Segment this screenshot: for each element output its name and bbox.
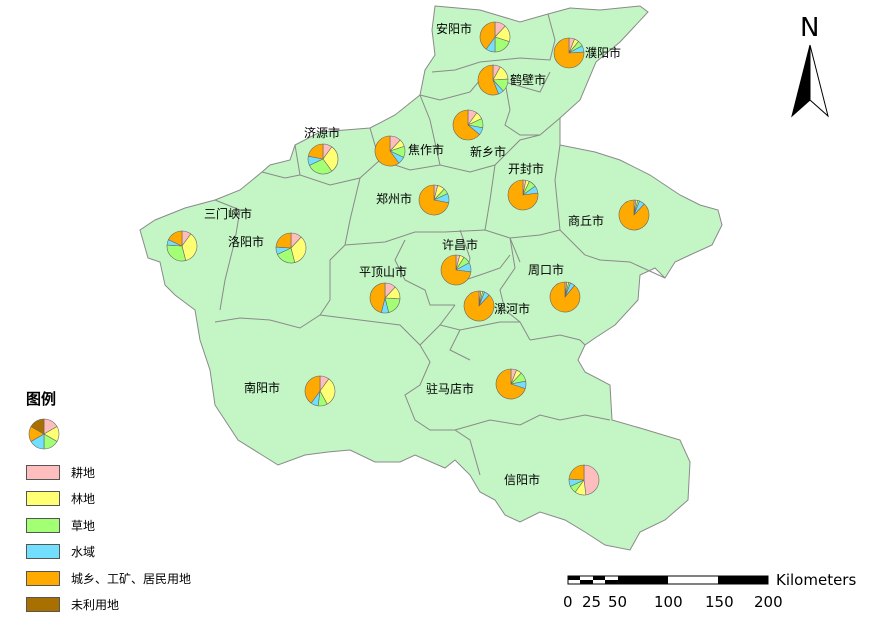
- city-pie-12: [549, 281, 581, 313]
- city-pie-16-slice-4: [495, 368, 526, 400]
- city-label-7: 郑州市: [376, 191, 412, 206]
- city-label-0: 安阳市: [436, 21, 472, 36]
- city-pie-7: [418, 184, 450, 216]
- city-pie-10: [275, 232, 307, 264]
- city-pie-8: [618, 199, 650, 231]
- city-pie-14-slice-4: [463, 290, 495, 322]
- city-pie-9-slice-2: [166, 244, 187, 262]
- city-pie-10-slice-4: [275, 232, 292, 249]
- city-pie-9: [166, 230, 198, 262]
- legend-swatch-4: [26, 570, 60, 586]
- city-label-10: 洛阳市: [228, 234, 264, 249]
- legend-item-2: 草地: [26, 516, 95, 534]
- city-label-11: 许昌市: [442, 237, 478, 252]
- legend-label-5: 未利用地: [71, 598, 120, 612]
- legend-item-3: 水域: [26, 543, 95, 561]
- scale-tick-0: 0: [563, 593, 573, 611]
- city-pie-13-slice-4: [369, 282, 386, 313]
- scale-unit: Kilometers: [776, 571, 856, 589]
- city-pie-15-slice-4: [304, 375, 321, 404]
- city-pie-6-slice-4: [507, 179, 539, 211]
- scale-bar: Kilometers 0 25 50 100 150 200: [563, 571, 856, 611]
- city-pie-1: [553, 37, 585, 69]
- legend-swatch-1: [26, 491, 60, 506]
- city-pie-4-slice-4: [307, 143, 324, 160]
- legend-pie-slice-5: [30, 418, 45, 435]
- legend-item-5: 未利用地: [26, 596, 119, 614]
- city-pie-11: [440, 254, 472, 286]
- city-pie-15: [304, 375, 336, 407]
- legend-pie-sample: [28, 418, 60, 450]
- city-label-5: 焦作市: [408, 142, 444, 157]
- legend-swatch-2: [26, 517, 60, 533]
- city-label-1: 濮阳市: [585, 45, 621, 60]
- city-label-9: 三门峡市: [204, 206, 252, 221]
- province-outline: [139, 5, 723, 551]
- legend-label-4: 城乡、工矿、居民用地: [71, 571, 192, 586]
- city-pie-12-slice-4: [549, 281, 581, 313]
- legend-label-3: 水域: [71, 545, 96, 559]
- legend-title: 图例: [26, 390, 57, 408]
- legend-label-0: 耕地: [71, 465, 96, 480]
- city-pie-3: [452, 109, 484, 141]
- city-label-12: 周口市: [528, 262, 564, 277]
- legend-label-2: 草地: [71, 518, 96, 533]
- city-label-15: 南阳市: [244, 380, 280, 395]
- city-pie-11-slice-4: [440, 254, 472, 286]
- city-label-14: 漯河市: [494, 301, 530, 316]
- scale-tick-100: 100: [654, 593, 683, 611]
- city-pie-7-slice-4: [418, 184, 450, 216]
- legend-item-0: 耕地: [26, 463, 95, 481]
- city-pie-14: [463, 290, 495, 322]
- city-label-6: 开封市: [508, 161, 544, 176]
- city-pie-3-slice-4: [452, 109, 480, 141]
- legend-item-1: 林地: [26, 490, 95, 508]
- city-pie-4-slice-2: [309, 158, 333, 175]
- city-pie-4-slice-1: [322, 146, 339, 172]
- city-pie-2-slice-4: [477, 64, 499, 96]
- city-pie-16: [495, 368, 527, 400]
- legend-item-4: 城乡、工矿、居民用地: [26, 569, 191, 587]
- city-pie-0: [479, 21, 511, 53]
- scale-tick-50: 50: [608, 593, 627, 611]
- city-pie-6: [507, 179, 539, 211]
- city-pie-13: [369, 282, 401, 314]
- scale-tick-25: 25: [582, 593, 601, 611]
- city-pie-17: [568, 464, 600, 496]
- north-arrow: N: [791, 13, 829, 118]
- north-label: N: [800, 13, 819, 43]
- scale-tick-200: 200: [754, 593, 783, 611]
- legend-label-1: 林地: [71, 492, 96, 506]
- city-label-13: 平顶山市: [359, 264, 407, 279]
- city-pie-5: [374, 135, 406, 167]
- city-pie-4: [307, 143, 339, 175]
- city-pie-5-slice-4: [374, 135, 400, 167]
- legend-swatch-3: [26, 544, 60, 559]
- city-pie-10-slice-1: [290, 236, 307, 263]
- city-label-2: 鹤壁市: [510, 72, 546, 87]
- city-pie-1-slice-4: [553, 37, 585, 69]
- city-pie-9-slice-1: [181, 233, 198, 261]
- city-pie-17-slice-0: [583, 464, 600, 496]
- city-pie-15-slice-1: [319, 378, 336, 405]
- scale-tick-150: 150: [705, 593, 734, 611]
- city-label-16: 驻马店市: [426, 381, 474, 396]
- legend-swatch-0: [26, 464, 60, 480]
- city-boundaries: [214, 13, 666, 476]
- city-label-17: 信阳市: [504, 472, 540, 487]
- city-pie-9-slice-4: [168, 230, 183, 247]
- city-label-8: 商丘市: [568, 213, 604, 228]
- city-label-4: 济源市: [304, 125, 340, 140]
- city-label-3: 新乡市: [470, 144, 506, 159]
- city-pie-2: [477, 64, 509, 96]
- legend-swatch-5: [26, 597, 60, 612]
- city-pie-8-slice-4: [618, 199, 650, 231]
- city-pie-0-slice-4: [479, 21, 496, 50]
- city-pie-17-slice-4: [568, 464, 585, 481]
